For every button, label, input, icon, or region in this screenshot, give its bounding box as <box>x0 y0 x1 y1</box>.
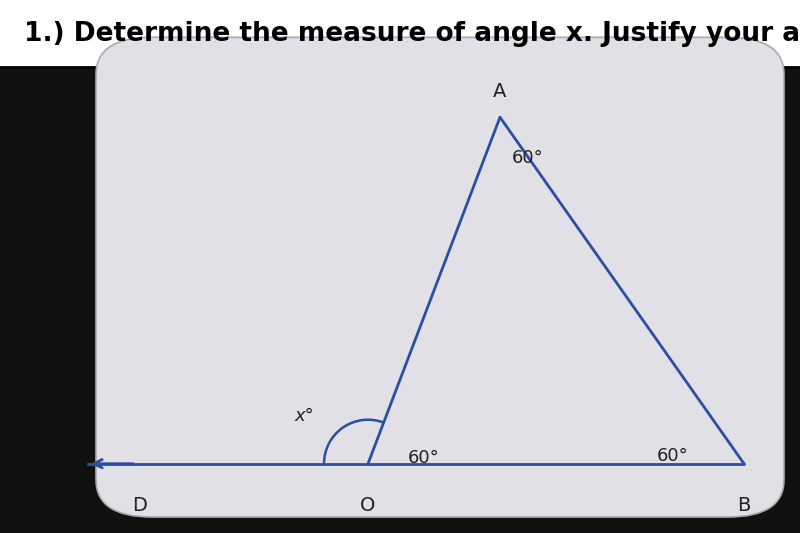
FancyBboxPatch shape <box>96 37 784 517</box>
Text: D: D <box>133 496 147 515</box>
Text: O: O <box>360 496 376 515</box>
Text: 60°: 60° <box>656 447 688 465</box>
Text: B: B <box>738 496 750 515</box>
Text: 60°: 60° <box>512 149 544 167</box>
Text: A: A <box>494 82 506 101</box>
FancyBboxPatch shape <box>0 0 800 67</box>
FancyBboxPatch shape <box>0 67 20 533</box>
Text: 60°: 60° <box>408 449 440 467</box>
Text: 1.) Determine the measure of angle x. Justify your an: 1.) Determine the measure of angle x. Ju… <box>24 21 800 46</box>
Text: x°: x° <box>294 407 314 425</box>
